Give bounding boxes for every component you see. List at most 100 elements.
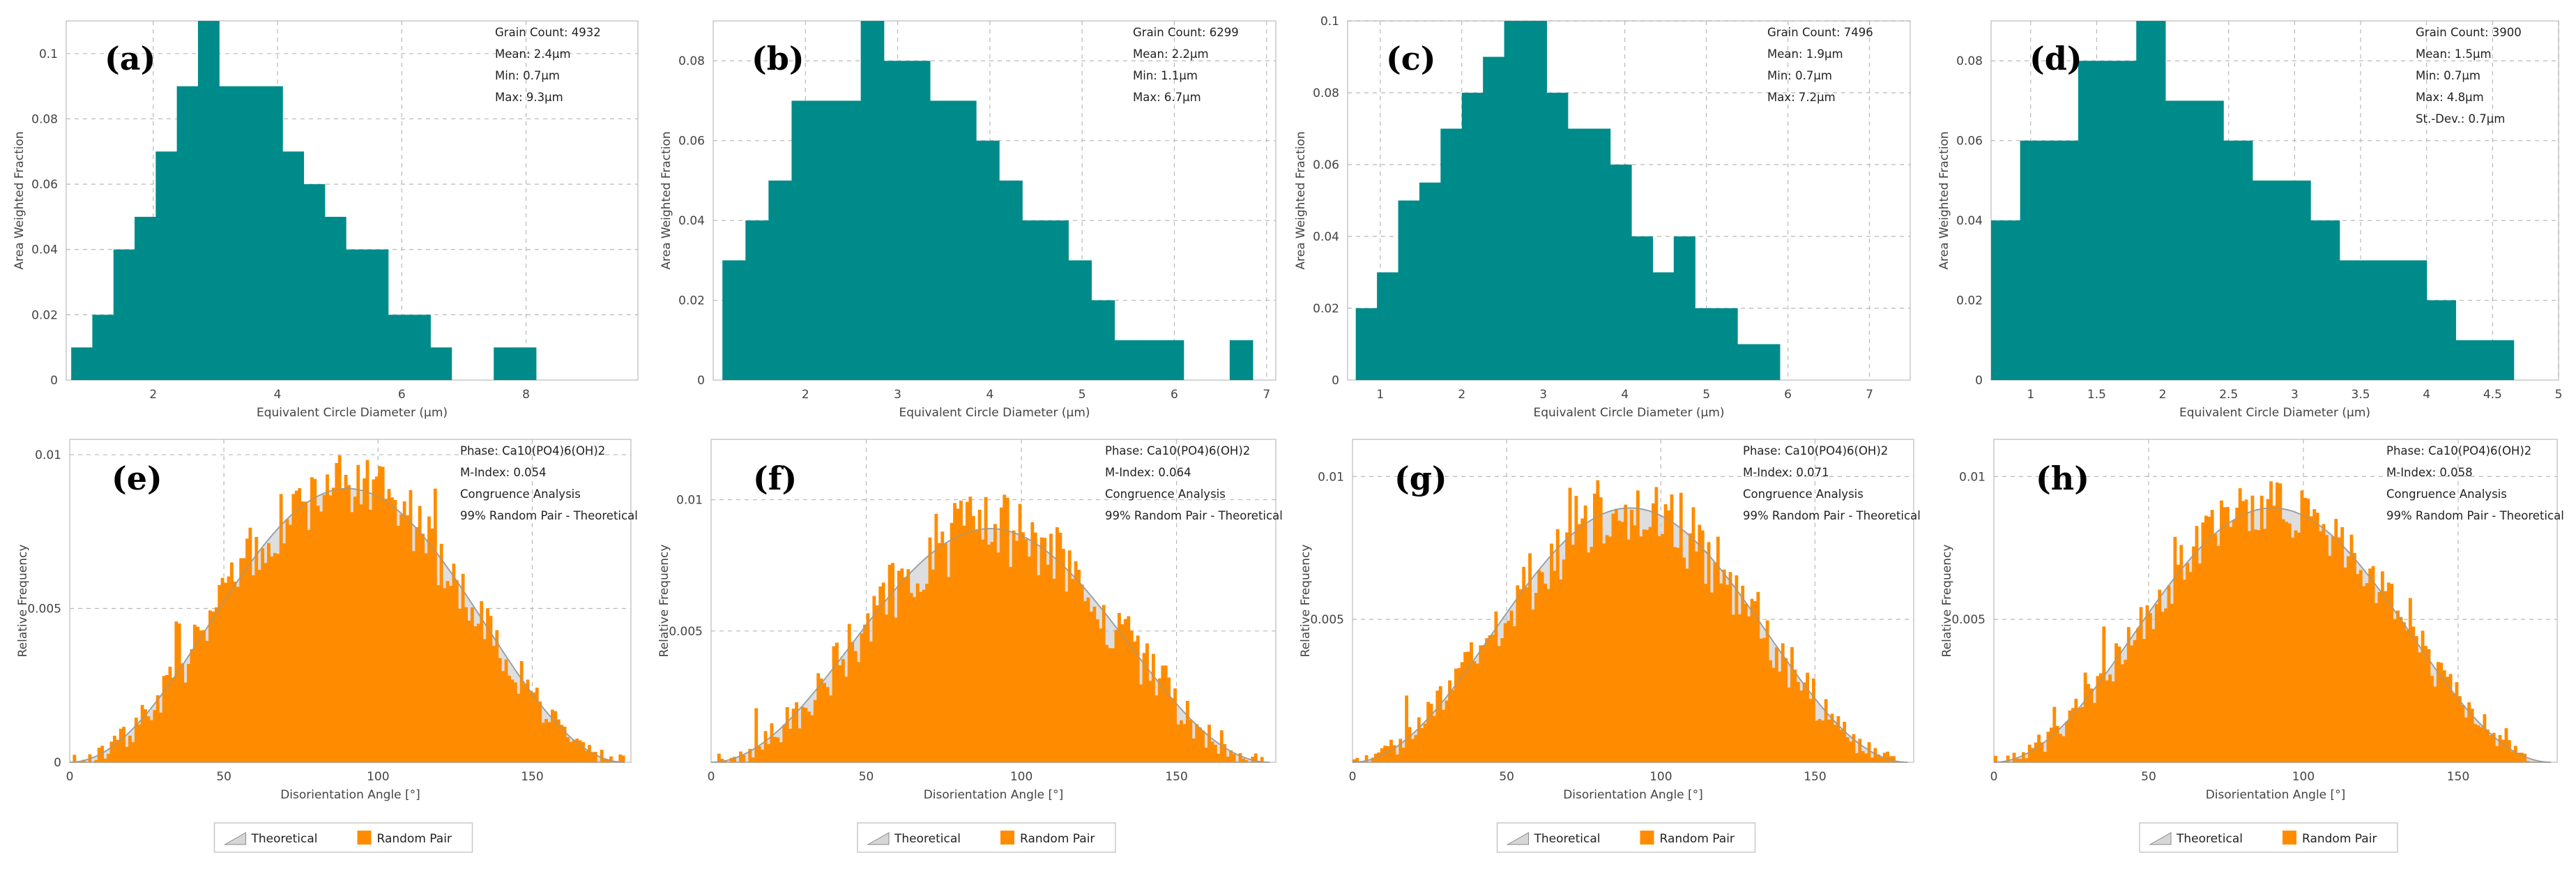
y-tick-label: 0.06 bbox=[1313, 158, 1339, 172]
random-pair-bar bbox=[2179, 545, 2183, 762]
random-pair-bar bbox=[1244, 759, 1249, 762]
x-tick-label: 0 bbox=[708, 770, 715, 784]
random-pair-bar bbox=[1414, 734, 1418, 762]
random-pair-bar bbox=[2315, 513, 2319, 762]
random-pair-bar bbox=[2430, 676, 2434, 762]
random-pair-bar bbox=[2130, 645, 2134, 762]
random-pair-bar bbox=[2523, 753, 2527, 762]
random-pair-bar bbox=[748, 748, 752, 762]
random-pair-bar bbox=[2365, 583, 2369, 762]
random-pair-bar bbox=[1648, 527, 1652, 762]
random-pair-bar bbox=[1142, 653, 1146, 762]
theoretical-swatch-icon bbox=[867, 832, 890, 845]
random-pair-bar bbox=[411, 551, 416, 762]
random-pair-bar bbox=[1642, 529, 1646, 762]
random-pair-bar bbox=[501, 671, 505, 762]
random-pair-bar bbox=[1587, 552, 1590, 762]
info-line: Phase: Ca10(PO4)6(OH)2 bbox=[1105, 444, 1250, 457]
grain-bar bbox=[1525, 21, 1547, 380]
info-line: Max: 4.8µm bbox=[2416, 91, 2484, 104]
random-pair-bar bbox=[1191, 738, 1196, 762]
random-pair-bar bbox=[1086, 597, 1090, 762]
random-pair-bar bbox=[1679, 492, 1683, 762]
random-pair-bar bbox=[1021, 532, 1025, 762]
random-pair-bar bbox=[2142, 639, 2146, 762]
random-pair-bar bbox=[566, 737, 570, 762]
random-pair-bar bbox=[1808, 699, 1813, 762]
random-pair-bar bbox=[2513, 745, 2517, 762]
random-pair-bar bbox=[445, 581, 450, 762]
random-pair-bar bbox=[1005, 497, 1009, 762]
random-pair-bar bbox=[196, 626, 200, 762]
legend-theoretical-label: Theoretical bbox=[1534, 832, 1601, 846]
random-pair-bar bbox=[1472, 660, 1477, 762]
random-pair-bar bbox=[282, 543, 287, 762]
random-pair-bar bbox=[2139, 607, 2143, 762]
random-pair-bar bbox=[353, 497, 357, 762]
random-pair-bar bbox=[606, 759, 610, 762]
random-pair-bar bbox=[236, 586, 240, 762]
random-pair-bar bbox=[504, 659, 508, 762]
random-pair-bar bbox=[751, 757, 755, 762]
random-pair-bar bbox=[2269, 481, 2273, 762]
random-pair-bar bbox=[903, 577, 907, 762]
random-pair-bar bbox=[415, 527, 419, 762]
random-pair-bar bbox=[717, 753, 721, 762]
random-pair-bar bbox=[1195, 724, 1199, 762]
grain-bar bbox=[2310, 220, 2340, 380]
info-line: Grain Count: 4932 bbox=[495, 26, 601, 39]
random-pair-bar bbox=[1834, 725, 1837, 762]
grain-bar bbox=[155, 151, 178, 381]
panel-h: 0.005 0.01 0 50 100 150 Disorientation Angle [… bbox=[1940, 439, 2564, 853]
random-pair-bar bbox=[1528, 553, 1532, 762]
random-pair-bar bbox=[795, 702, 799, 762]
random-pair-bar bbox=[486, 608, 489, 762]
grain-bar bbox=[768, 180, 793, 380]
random-pair-bar bbox=[359, 504, 363, 762]
random-pair-bar bbox=[2074, 698, 2078, 762]
info-line: Min: 0.7µm bbox=[1767, 69, 1832, 82]
random-pair-bar bbox=[1371, 757, 1375, 762]
y-tick-label: 0.1 bbox=[39, 47, 58, 61]
random-pair-bar bbox=[2201, 522, 2205, 762]
random-pair-bar bbox=[1513, 626, 1516, 762]
random-pair-bar bbox=[767, 744, 770, 762]
x-tick-label: 2 bbox=[149, 388, 157, 402]
info-line: 99% Random Pair - Theoretical bbox=[1105, 509, 1283, 522]
legend-box bbox=[213, 822, 473, 853]
random-pair-bar bbox=[2089, 688, 2094, 762]
grain-bar bbox=[906, 61, 931, 380]
grain-bar bbox=[1419, 182, 1441, 380]
random-pair-bar bbox=[436, 585, 441, 762]
random-pair-bar bbox=[2248, 531, 2251, 762]
random-pair-bar bbox=[2448, 674, 2453, 762]
random-pair-bar bbox=[393, 499, 397, 762]
random-pair-bar bbox=[1876, 754, 1880, 762]
grain-bar bbox=[976, 140, 1000, 380]
random-pair-bar bbox=[1620, 522, 1624, 762]
random-pair-bar bbox=[205, 640, 209, 762]
random-pair-bar bbox=[1077, 569, 1081, 762]
random-pair-bar bbox=[950, 522, 954, 762]
grain-bar bbox=[409, 315, 431, 380]
random-pair-bar bbox=[2253, 529, 2257, 762]
x-tick-label: 100 bbox=[2292, 770, 2315, 784]
x-tick-label: 4 bbox=[2423, 388, 2430, 402]
random-pair-bar bbox=[1457, 668, 1461, 762]
grain-bar bbox=[2368, 260, 2398, 380]
random-pair-bar bbox=[1170, 698, 1174, 762]
random-pair-bar bbox=[2276, 482, 2279, 762]
info-line: 99% Random Pair - Theoretical bbox=[1743, 509, 1921, 522]
random-pair-bar bbox=[1398, 739, 1403, 762]
random-pair-bar bbox=[1364, 755, 1369, 762]
random-pair-bar bbox=[999, 507, 1003, 762]
random-pair-bar bbox=[538, 701, 542, 762]
info-line: Min: 1.1µm bbox=[1133, 69, 1198, 82]
random-pair-bar bbox=[984, 497, 988, 762]
random-pair-bar bbox=[541, 722, 545, 762]
random-pair-bar bbox=[2427, 649, 2431, 762]
random-pair-bar bbox=[2476, 725, 2480, 762]
random-pair-bar bbox=[1682, 557, 1686, 762]
random-pair-bar bbox=[1661, 533, 1665, 762]
grain-bar bbox=[929, 100, 954, 380]
